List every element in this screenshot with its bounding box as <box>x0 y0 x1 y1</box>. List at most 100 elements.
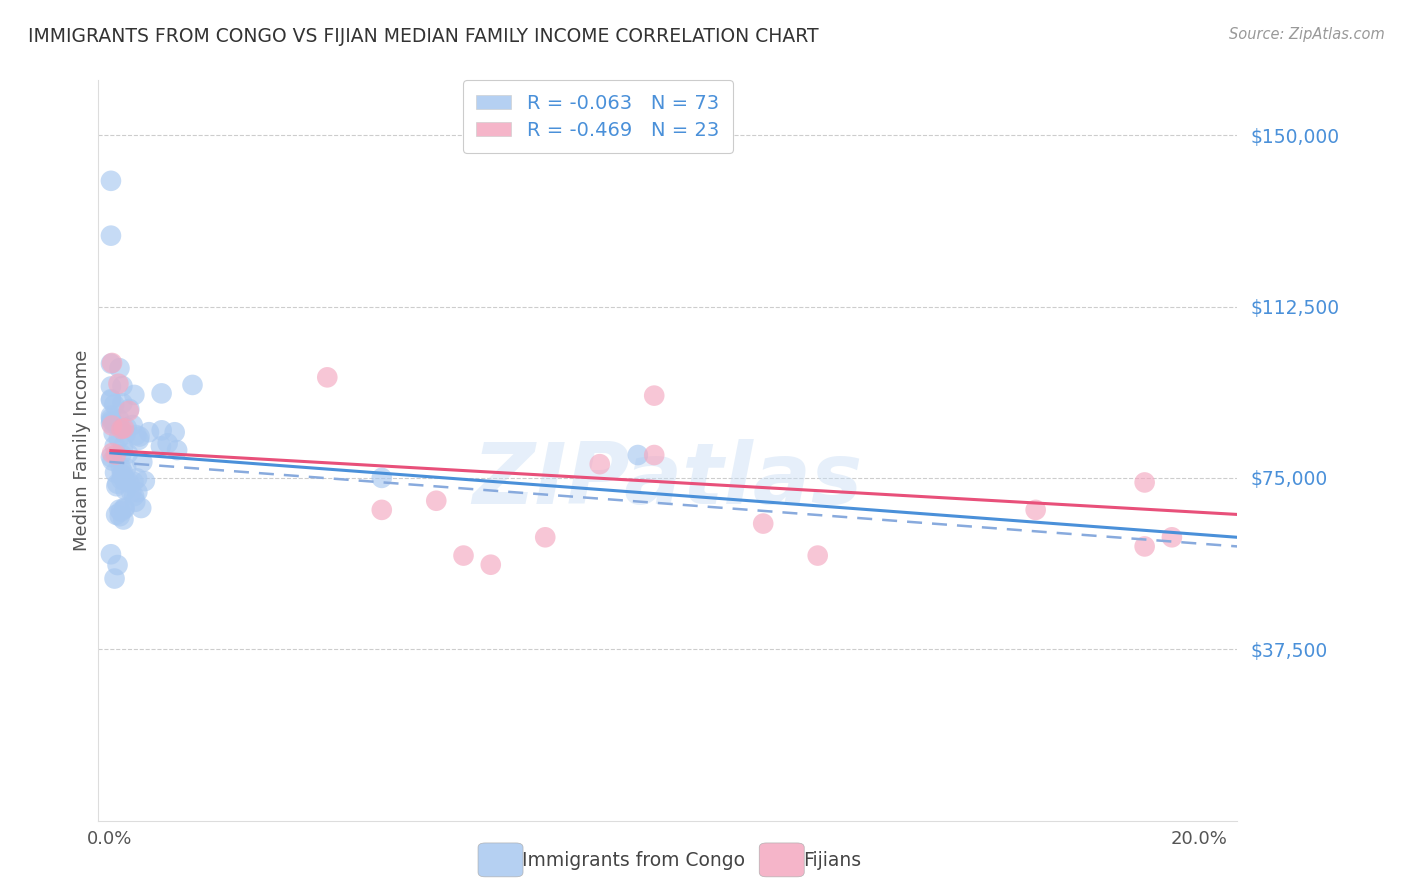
Point <box>453 549 475 563</box>
Point <box>101 418 124 433</box>
Point <box>166 443 188 458</box>
Point <box>108 502 131 516</box>
Point <box>110 504 132 518</box>
Point <box>1133 540 1156 554</box>
Point <box>118 475 141 490</box>
Point <box>100 416 122 430</box>
Point <box>108 432 131 446</box>
Point <box>131 455 153 469</box>
Point <box>114 474 136 488</box>
Point <box>111 465 134 479</box>
Point <box>100 174 122 188</box>
Point <box>100 392 122 406</box>
Point <box>100 547 122 561</box>
Point <box>122 475 145 489</box>
Point <box>150 386 173 401</box>
Point <box>122 489 145 503</box>
Point <box>534 530 557 544</box>
Point <box>105 508 128 522</box>
Point <box>127 485 149 500</box>
Text: ZIPatlas: ZIPatlas <box>472 439 863 522</box>
Point <box>105 476 128 491</box>
Point <box>149 439 172 453</box>
Point <box>112 421 135 435</box>
Point <box>108 412 131 426</box>
Point <box>479 558 502 572</box>
Point <box>371 503 394 517</box>
Point <box>111 467 134 481</box>
Point <box>181 378 204 392</box>
Text: Fijians: Fijians <box>803 851 860 871</box>
Point <box>115 420 138 434</box>
Point <box>134 474 156 488</box>
Point <box>627 448 650 462</box>
Point <box>129 501 152 516</box>
Point <box>105 479 128 493</box>
Point <box>807 549 830 563</box>
Point <box>107 558 129 572</box>
Point <box>316 370 339 384</box>
Point <box>100 357 122 371</box>
Point <box>121 417 143 432</box>
Point <box>150 423 173 437</box>
Point <box>125 428 148 442</box>
Point <box>114 483 136 497</box>
Point <box>101 446 124 460</box>
Point <box>643 389 665 403</box>
Point <box>103 426 125 441</box>
Point <box>752 516 775 531</box>
Point <box>100 409 122 423</box>
Y-axis label: Median Family Income: Median Family Income <box>73 350 91 551</box>
Point <box>371 471 394 485</box>
Point <box>111 396 134 410</box>
Point <box>104 448 127 462</box>
Point <box>103 398 125 412</box>
Point <box>100 393 122 408</box>
Text: IMMIGRANTS FROM CONGO VS FIJIAN MEDIAN FAMILY INCOME CORRELATION CHART: IMMIGRANTS FROM CONGO VS FIJIAN MEDIAN F… <box>28 27 818 45</box>
Point <box>118 404 141 418</box>
Point <box>643 448 665 462</box>
Point <box>100 379 122 393</box>
Point <box>425 493 447 508</box>
Point <box>100 228 122 243</box>
Point <box>1025 503 1047 517</box>
Point <box>112 472 135 486</box>
Point <box>128 429 150 443</box>
Point <box>114 500 136 515</box>
Text: Source: ZipAtlas.com: Source: ZipAtlas.com <box>1229 27 1385 42</box>
Point <box>100 411 122 425</box>
Point <box>104 439 127 453</box>
Point <box>118 401 141 416</box>
Point <box>110 473 132 487</box>
Point <box>105 417 128 432</box>
Point <box>163 425 186 440</box>
Text: Immigrants from Congo: Immigrants from Congo <box>522 851 745 871</box>
Point <box>101 356 124 370</box>
Point <box>110 422 132 436</box>
Point <box>589 457 612 471</box>
Point <box>104 466 127 480</box>
Point <box>107 376 129 391</box>
Point <box>108 361 131 376</box>
Point <box>112 440 135 454</box>
Point <box>117 446 139 460</box>
Point <box>101 453 124 467</box>
Point <box>100 450 122 465</box>
Point <box>115 461 138 475</box>
Point <box>110 461 132 475</box>
Point <box>128 433 150 447</box>
Point <box>124 388 146 402</box>
Point <box>100 414 122 428</box>
Point <box>138 425 160 440</box>
Point <box>124 495 146 509</box>
Point <box>1160 530 1182 544</box>
Point <box>125 471 148 485</box>
Point <box>120 485 142 500</box>
Point <box>1133 475 1156 490</box>
Point <box>112 502 135 516</box>
Point <box>111 379 134 393</box>
Point <box>114 427 136 442</box>
Point <box>110 447 132 461</box>
Point <box>108 509 131 524</box>
Point <box>112 512 135 526</box>
